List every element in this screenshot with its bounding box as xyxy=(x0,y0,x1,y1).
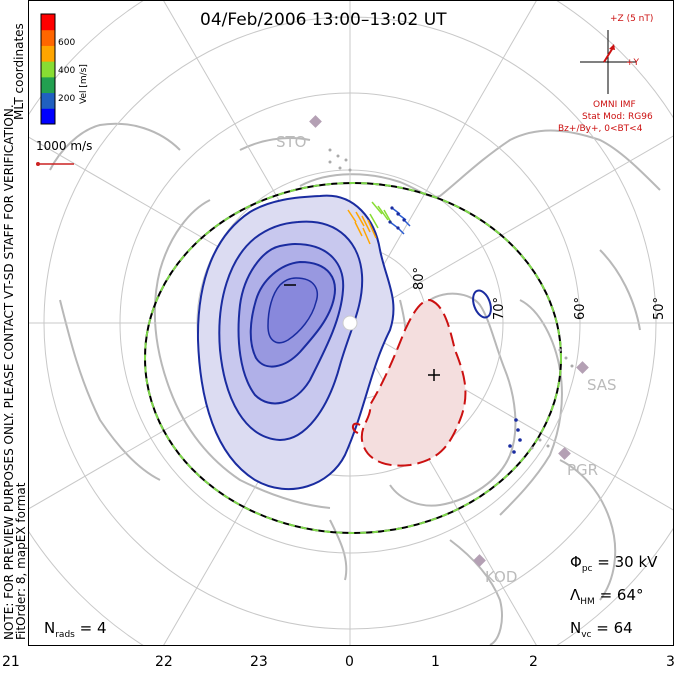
mlt-tick-21: 21 xyxy=(2,654,20,670)
station-label-pgr: PGR xyxy=(567,461,599,479)
lat-label-60: 60° xyxy=(573,296,588,320)
nvc-readout: Nvc = 64 xyxy=(570,619,633,640)
colorbar-segment xyxy=(41,61,55,78)
colorbar-segment xyxy=(41,45,55,62)
station-marker-kod xyxy=(473,554,486,567)
phi-value: = 30 kV xyxy=(597,553,658,571)
imf-source: OMNI IMF xyxy=(593,100,636,110)
phi-pc-readout: Φpc = 30 kV xyxy=(570,553,657,574)
station-marker-pgr xyxy=(558,447,571,460)
mlt-tick-2: 2 xyxy=(529,654,538,670)
imf-condition: Bz+/By+, 0<BT<4 xyxy=(558,124,643,134)
negative-potential-cell xyxy=(196,194,395,490)
station-label-sto: STO xyxy=(276,133,307,151)
positive-potential-cell xyxy=(352,298,467,467)
pole-marker xyxy=(342,315,358,331)
lambda-subscript: HM xyxy=(580,597,595,607)
nvc-subscript: vc xyxy=(581,630,592,640)
coastlines xyxy=(49,122,661,645)
colorbar xyxy=(40,13,56,125)
positive-center-marker xyxy=(428,369,440,381)
station-marker-sas xyxy=(576,361,589,374)
fit-order-note: FitOrder: 8, mapEX format xyxy=(14,482,28,640)
station-label-sas: SAS xyxy=(587,376,617,394)
imf-clock xyxy=(580,30,636,94)
colorbar-tick-200: 200 xyxy=(58,94,76,104)
lat-label-80: 80° xyxy=(412,266,427,290)
mlt-tick-22: 22 xyxy=(155,654,173,670)
nvc-symbol: N xyxy=(570,619,582,637)
lambda-hm-readout: ΛHM = 64° xyxy=(570,586,644,607)
lambda-value: = 64° xyxy=(599,586,644,604)
lambda-symbol: Λ xyxy=(570,586,581,604)
colorbar-segment xyxy=(41,108,55,125)
colorbar-segment xyxy=(41,29,55,46)
mlt-tick-0: 0 xyxy=(345,654,354,670)
imf-y-label: +Y xyxy=(626,58,640,68)
colorbar-segment xyxy=(41,14,55,31)
nrads-subscript: rads xyxy=(55,630,75,640)
nvc-value: = 64 xyxy=(596,619,633,637)
velocity-scale xyxy=(36,162,74,166)
imf-z-label: +Z (5 nT) xyxy=(610,14,654,24)
colorbar-tick-600: 600 xyxy=(58,38,76,48)
mlt-tick-23: 23 xyxy=(250,654,268,670)
nrads-value: = 4 xyxy=(79,619,107,637)
map-title: 04/Feb/2006 13:00–13:02 UT xyxy=(200,10,447,30)
lat-label-50: 50° xyxy=(652,296,667,320)
colorbar-segment xyxy=(41,92,55,109)
velocity-vectors xyxy=(328,148,574,454)
mlt-tick-3: 3 xyxy=(666,654,675,670)
imf-model: Stat Mod: RG96 xyxy=(582,112,653,122)
velocity-scale-label: 1000 m/s xyxy=(36,139,93,153)
station-marker-sto xyxy=(309,115,322,128)
mlt-tick-1: 1 xyxy=(431,654,440,670)
colorbar-tick-400: 400 xyxy=(58,66,76,76)
phi-subscript: pc xyxy=(581,564,593,574)
small-contour xyxy=(472,289,492,319)
nrads-readout: Nrads = 4 xyxy=(44,619,107,640)
nrads-symbol: N xyxy=(44,619,56,637)
phi-symbol: Φ xyxy=(570,553,582,571)
map-frame xyxy=(28,0,674,646)
colorbar-segment xyxy=(41,76,55,94)
station-label-kod: KOD xyxy=(485,568,518,586)
colorbar-label: Vel [m/s] xyxy=(79,64,89,104)
lat-label-70: 70° xyxy=(492,296,507,320)
